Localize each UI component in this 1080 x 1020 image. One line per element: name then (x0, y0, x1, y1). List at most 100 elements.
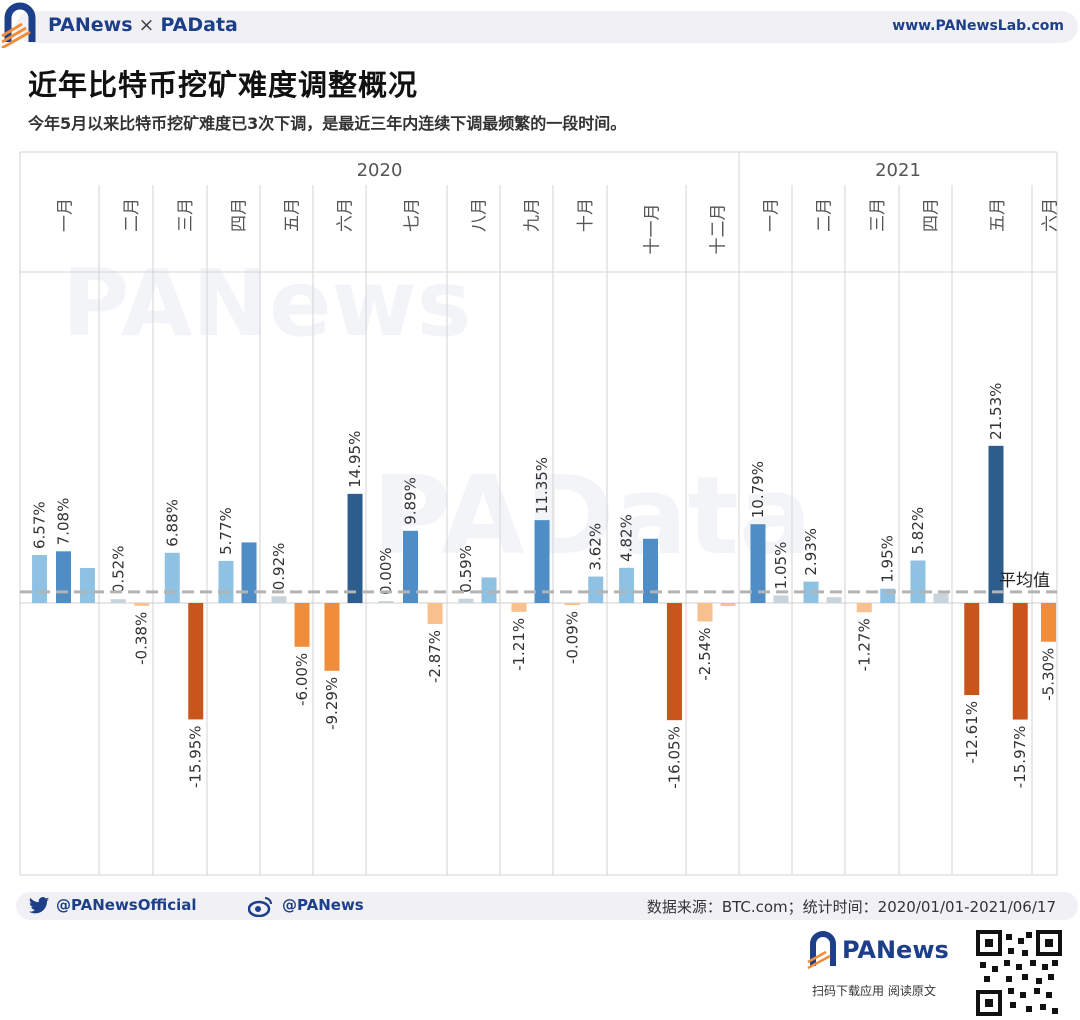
weibo-handle[interactable]: @PANews (282, 896, 364, 914)
value-label: 5.82% (909, 507, 927, 555)
difficulty-bar (588, 576, 604, 603)
weibo-icon (248, 897, 272, 917)
site-url[interactable]: www.PANewsLab.com (892, 18, 1064, 34)
year-label: 2020 (357, 160, 403, 181)
difficulty-bar (241, 542, 257, 603)
qr-code-icon[interactable] (976, 930, 1062, 1016)
value-label: -9.29% (323, 677, 341, 730)
month-label: 四月 (230, 198, 250, 232)
difficulty-bar (347, 493, 363, 603)
value-label: 6.88% (163, 499, 181, 547)
value-label: 3.62% (587, 523, 605, 571)
page-title: 近年比特币挖矿难度调整概况 (28, 68, 419, 102)
bottom-brand: PANews (842, 936, 949, 964)
bottom-tagline[interactable]: 扫码下载应用 阅读原文 (812, 984, 936, 998)
difficulty-bar (32, 555, 48, 603)
difficulty-bar (697, 603, 713, 622)
value-label: 21.53% (987, 383, 1005, 440)
value-label: -15.95% (187, 725, 205, 788)
header-bar (16, 11, 1078, 43)
difficulty-bar (294, 603, 310, 647)
header-brand: PANews × PAData (48, 14, 238, 36)
difficulty-bar (750, 524, 766, 603)
difficulty-bar (218, 560, 234, 603)
difficulty-bar (164, 552, 180, 603)
value-label: -12.61% (963, 701, 981, 764)
value-label: 11.35% (533, 457, 551, 514)
value-label: -0.09% (563, 611, 581, 664)
value-label: -2.54% (696, 628, 714, 681)
difficulty-bar (910, 560, 926, 603)
month-label: 三月 (868, 198, 888, 232)
difficulty-bar (803, 581, 819, 603)
difficulty-bar (1012, 603, 1028, 720)
month-label: 二月 (122, 198, 142, 232)
year-label: 2021 (875, 160, 921, 181)
month-label: 六月 (336, 198, 356, 232)
month-label: 一月 (56, 198, 76, 232)
twitter-handle[interactable]: @PANewsOfficial (56, 896, 197, 914)
watermark-panews: PANews (62, 250, 471, 357)
month-label: 五月 (283, 198, 303, 232)
value-label: -5.30% (1040, 648, 1058, 701)
month-label: 七月 (403, 198, 423, 232)
month-label: 九月 (523, 198, 543, 232)
difficulty-bar (378, 601, 394, 603)
difficulty-bar (666, 603, 682, 721)
difficulty-bar (403, 530, 418, 603)
value-label: 0.92% (270, 543, 288, 591)
value-label: 0.00% (377, 547, 395, 595)
difficulty-bar (534, 520, 550, 603)
month-label: 五月 (988, 198, 1008, 232)
value-label: 1.05% (772, 542, 790, 590)
month-label: 三月 (176, 198, 196, 232)
twitter-icon (28, 897, 50, 914)
value-label: 5.77% (217, 507, 235, 555)
difficulty-bar (856, 603, 872, 613)
value-label: 1.95% (879, 535, 897, 583)
month-label: 十一月 (643, 204, 663, 255)
month-label: 十二月 (709, 204, 729, 255)
month-label: 十月 (576, 198, 596, 232)
difficulty-bar (56, 551, 71, 603)
difficulty-bar (134, 603, 150, 606)
difficulty-bar (773, 595, 789, 603)
value-label: -6.00% (293, 653, 311, 706)
value-label: -16.05% (665, 726, 683, 789)
difficulty-bar (1041, 603, 1056, 642)
page-subtitle: 今年5月以来比特币挖矿难度已3次下调，是最近三年内连续下调最频繁的一段时间。 (28, 114, 627, 133)
value-label: 7.08% (55, 498, 73, 546)
difficulty-bar (988, 445, 1004, 603)
data-source: 数据来源：BTC.com；统计时间：2020/01/01-2021/06/17 (646, 898, 1056, 916)
footer-bar (16, 892, 1078, 920)
value-label: -15.97% (1011, 726, 1029, 789)
value-label: -2.87% (426, 630, 444, 683)
value-label: -1.21% (510, 618, 528, 671)
value-label: 14.95% (346, 431, 364, 488)
difficulty-bar (643, 538, 658, 603)
difficulty-bar (188, 603, 204, 720)
value-label: 0.59% (457, 545, 475, 593)
difficulty-bar (458, 598, 474, 603)
average-label: 平均值 (999, 571, 1050, 591)
brand-left: PANews (48, 14, 133, 36)
difficulty-bar (619, 567, 635, 603)
difficulty-bar (271, 596, 287, 603)
value-label: 0.52% (109, 546, 127, 594)
difficulty-bar (110, 599, 126, 603)
value-label: -0.38% (133, 612, 151, 665)
difficulty-bar (427, 603, 443, 624)
difficulty-bar (933, 593, 949, 603)
difficulty-bar (324, 603, 340, 671)
difficulty-bar (720, 603, 736, 606)
value-label: -1.27% (855, 618, 873, 671)
value-label: 4.82% (618, 514, 636, 562)
value-label: 10.79% (749, 461, 767, 518)
month-label: 六月 (1041, 198, 1061, 232)
month-label: 二月 (815, 198, 835, 232)
month-label: 一月 (762, 198, 782, 232)
month-label: 八月 (470, 198, 490, 232)
month-label: 四月 (922, 198, 942, 232)
difficulty-bar (826, 597, 842, 603)
